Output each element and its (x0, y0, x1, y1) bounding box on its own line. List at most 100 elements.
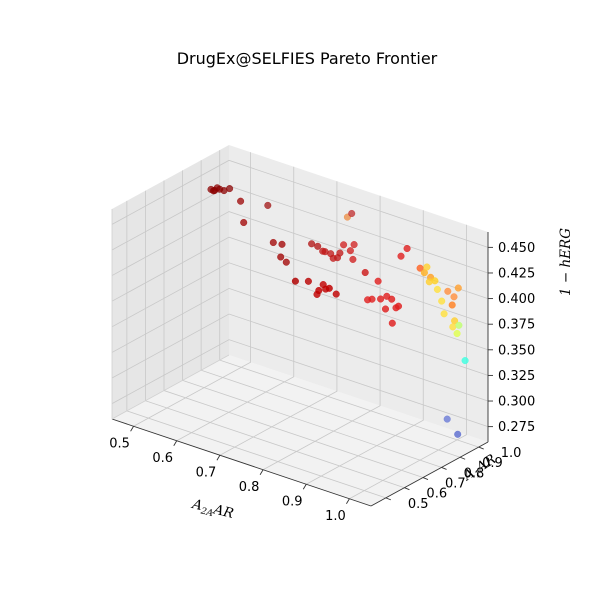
floor-pane (112, 355, 488, 506)
y-tick-mark (422, 477, 429, 480)
z-tick-label: 0.275 (498, 420, 535, 435)
data-point (315, 286, 323, 295)
data-point (350, 241, 358, 249)
chart-title: DrugEx@SELFIES Pareto Frontier (177, 49, 438, 68)
data-point (361, 268, 369, 277)
data-point (388, 319, 396, 327)
x-tick-mark (259, 469, 264, 475)
data-point (403, 244, 411, 253)
data-point (278, 240, 286, 248)
x-axis-line (111, 418, 372, 507)
x-tick-mark (346, 498, 350, 504)
x-axis-label: A2AAR (188, 496, 235, 524)
data-point (340, 241, 348, 249)
pane-edge (111, 354, 230, 420)
z-tick-label: 0.425 (498, 266, 535, 281)
data-point (282, 258, 290, 266)
data-point (308, 240, 316, 248)
data-point (438, 297, 446, 305)
y-tick-label: 0.8 (464, 466, 485, 481)
data-point (448, 301, 456, 309)
data-point (461, 357, 469, 365)
data-point (394, 302, 403, 310)
z-axis-label: 1 − hERG (558, 228, 574, 296)
data-point (377, 295, 385, 303)
grid-line-z (111, 339, 489, 428)
grid-line-z (111, 313, 489, 402)
x-tick-label: 0.8 (239, 480, 260, 495)
data-point (455, 321, 463, 329)
y-tick-label: 0.9 (482, 456, 503, 471)
y-axis-line (370, 441, 489, 507)
data-point (240, 218, 248, 227)
data-point (425, 278, 433, 286)
grid-line-x (349, 224, 467, 500)
data-point (454, 284, 462, 292)
data-point (332, 290, 340, 298)
data-point (314, 242, 322, 250)
data-point (443, 415, 451, 423)
data-point (433, 285, 441, 293)
grid-line-z (111, 262, 489, 351)
data-point (453, 329, 461, 338)
data-point (304, 277, 312, 285)
data-point (209, 187, 218, 195)
left-pane (112, 145, 229, 419)
data-point (348, 209, 356, 218)
y-tick-label: 0.6 (426, 487, 447, 502)
data-point (444, 287, 452, 295)
data-point (423, 263, 431, 271)
x-tick-label: 0.5 (109, 436, 130, 451)
data-point (368, 295, 376, 303)
data-point (264, 201, 272, 209)
data-point (269, 238, 277, 247)
chart-axes (111, 209, 489, 507)
z-tick-label: 0.375 (498, 318, 535, 333)
grid-line-z (111, 236, 489, 325)
x-tick-label: 0.7 (196, 465, 217, 480)
data-point (397, 252, 405, 260)
grid-line-x (262, 195, 381, 471)
data-point (291, 277, 299, 285)
chart-ticks: 0.50.60.70.80.91.00.50.60.70.80.91.00.27… (109, 241, 535, 524)
x-tick-label: 1.0 (325, 509, 346, 524)
grid-line-x (133, 152, 251, 427)
data-point (349, 255, 357, 263)
grid-line-z (111, 211, 489, 299)
data-point (325, 284, 333, 292)
data-point (454, 430, 462, 438)
x-tick-label: 0.6 (152, 451, 173, 466)
z-tick-label: 0.400 (498, 292, 535, 307)
x-tick-label: 0.9 (282, 494, 303, 509)
y-tick-mark (459, 456, 466, 460)
data-point (381, 305, 390, 313)
y-tick-label: 0.7 (445, 477, 466, 492)
z-tick-label: 0.325 (498, 369, 535, 384)
data-point (321, 248, 329, 256)
grid-line-x (306, 210, 424, 485)
y-tick-label: 1.0 (501, 446, 522, 461)
data-point (416, 264, 424, 272)
y-tick-label: 0.5 (408, 497, 429, 512)
data-point (450, 293, 458, 301)
grid-line-x (176, 166, 295, 442)
data-point (449, 323, 457, 331)
x-tick-mark (130, 426, 134, 432)
x-tick-mark (302, 484, 307, 490)
y-tick-mark (441, 466, 447, 470)
data-point (277, 253, 285, 261)
x-tick-mark (173, 440, 178, 446)
z-tick-label: 0.300 (498, 395, 535, 410)
grid-line-z (111, 159, 489, 248)
data-point (220, 187, 228, 195)
x-tick-mark (216, 455, 221, 461)
y-tick-mark (385, 497, 392, 501)
y-tick-mark (404, 487, 410, 491)
data-point (346, 247, 354, 255)
data-point (237, 197, 245, 205)
grid-line-z (111, 287, 489, 376)
z-tick-label: 0.450 (498, 241, 535, 256)
data-point (388, 295, 396, 303)
